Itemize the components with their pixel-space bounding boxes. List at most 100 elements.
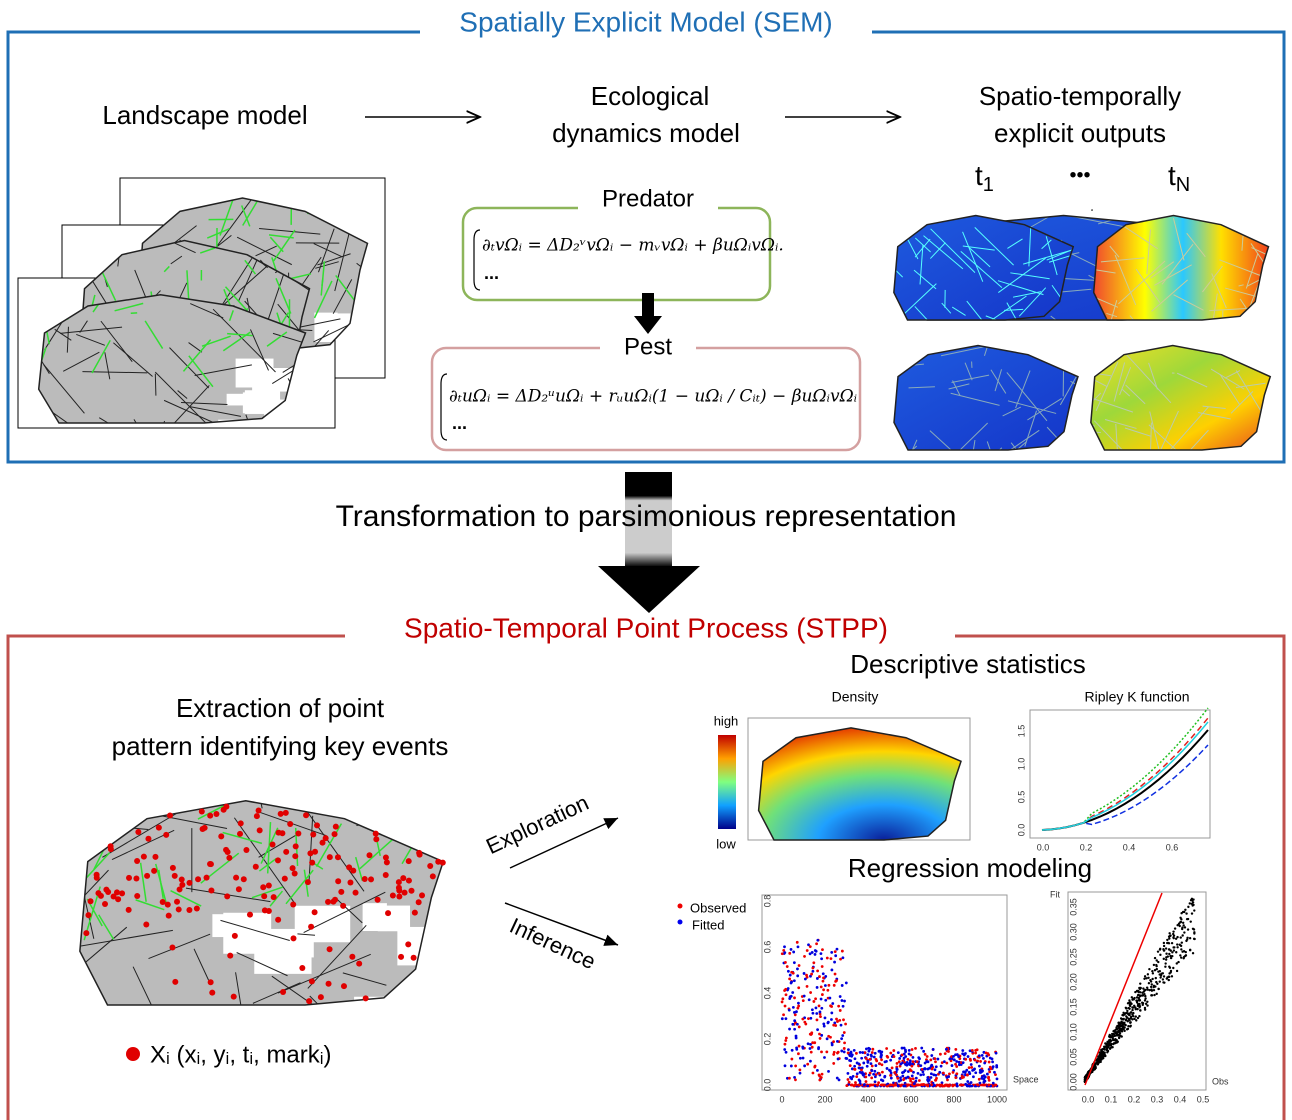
scatter-point <box>980 1077 983 1080</box>
scatter-point <box>970 1085 973 1088</box>
fit-point <box>1182 924 1184 926</box>
event-point <box>406 858 412 864</box>
fit-point <box>1150 989 1152 991</box>
scatter-point <box>830 957 833 960</box>
scatter-point <box>915 1077 918 1080</box>
fit-point <box>1180 936 1182 938</box>
event-point <box>227 953 233 959</box>
field-map <box>1076 192 1292 358</box>
scatter-point <box>881 1071 884 1074</box>
scatter-point <box>788 1028 791 1031</box>
scatter-point <box>930 1064 933 1067</box>
event-point <box>172 873 178 879</box>
scatter-point <box>847 1078 850 1081</box>
event-point <box>368 876 374 882</box>
scatter-point <box>978 1065 981 1068</box>
x-tick-label: 0.0 <box>1082 1094 1095 1104</box>
scatter-point <box>982 1081 985 1084</box>
event-point <box>177 886 183 892</box>
scatter-point <box>918 1079 921 1082</box>
event-point <box>179 876 185 882</box>
y-tick-label: 0.5 <box>1016 791 1026 804</box>
scatter-point <box>909 1068 912 1071</box>
y-tick-label: 0.6 <box>762 941 772 954</box>
scatter-point <box>806 1063 809 1066</box>
event-point <box>166 913 172 919</box>
scatter-point <box>898 1060 901 1063</box>
fit-point <box>1159 970 1161 972</box>
event-point <box>213 811 219 817</box>
scatter-point <box>803 1064 806 1067</box>
event-point <box>172 979 178 985</box>
scatter-point <box>837 1005 840 1008</box>
event-point <box>145 836 151 842</box>
event-point <box>340 903 346 909</box>
ecological-label: dynamics model <box>552 118 740 148</box>
scatter-point <box>848 1081 851 1084</box>
scatter-point <box>921 1070 924 1073</box>
fit-point <box>1147 973 1149 975</box>
event-point <box>221 807 227 813</box>
event-point <box>412 910 418 916</box>
scatter-point <box>834 954 837 957</box>
field-border <box>70 907 76 915</box>
fit-point <box>1157 961 1159 963</box>
event-point <box>207 813 213 819</box>
scatter-point <box>849 1052 852 1055</box>
scatter-point <box>920 1047 923 1050</box>
scatter-point <box>802 999 805 1002</box>
fit-point <box>1146 986 1148 988</box>
event-point <box>126 875 132 881</box>
scatter-point <box>834 980 837 983</box>
scatter-point <box>794 1065 797 1068</box>
scatter-point <box>796 974 799 977</box>
fit-point <box>1171 942 1173 944</box>
scatter-point <box>862 1062 865 1065</box>
fit-point <box>1121 1027 1123 1029</box>
event-point <box>295 830 301 836</box>
extraction-label: Extraction of point <box>176 693 385 723</box>
fit-point <box>1175 951 1177 953</box>
fit-point <box>1151 983 1153 985</box>
legend-dot <box>678 920 683 925</box>
scatter-point <box>987 1054 990 1057</box>
scatter-point <box>826 989 829 992</box>
y-tick-label: 0.05 <box>1068 1048 1078 1066</box>
scatter-point <box>857 1084 860 1087</box>
scatter-point <box>987 1084 990 1087</box>
y-tick-label: 0.4 <box>762 987 772 1000</box>
scatter-point <box>974 1052 977 1055</box>
fit-point <box>1137 994 1139 996</box>
scatter-point <box>889 1059 892 1062</box>
fit-point <box>1154 957 1156 959</box>
scatter-point <box>917 1072 920 1075</box>
fit-point <box>1121 1018 1123 1020</box>
event-point <box>237 831 243 837</box>
scatter-point <box>870 1069 873 1072</box>
white-field <box>295 906 350 942</box>
event-point <box>169 945 175 951</box>
scatter-point <box>811 951 814 954</box>
fit-point <box>1152 972 1154 974</box>
scatter-point <box>841 984 844 987</box>
scatter-point <box>792 1006 795 1009</box>
scatter-point <box>784 1005 787 1008</box>
fit-point <box>1162 978 1164 980</box>
scatter-point <box>885 1047 888 1050</box>
event-point <box>290 935 296 941</box>
scatter-point <box>988 1070 991 1073</box>
scatter-point <box>783 1048 786 1051</box>
field-border <box>405 828 474 842</box>
fit-point <box>1171 975 1173 977</box>
x-axis-label: Space <box>1013 1074 1039 1084</box>
scatter-point <box>836 948 839 951</box>
field-border <box>429 811 484 851</box>
event-point <box>402 890 408 896</box>
fit-point <box>1154 985 1156 987</box>
scatter-point <box>811 1041 814 1044</box>
x-tick-label: 0.0 <box>1037 842 1050 852</box>
x-tick-label: 200 <box>817 1094 832 1104</box>
fit-point <box>1110 1036 1112 1038</box>
scatter-point <box>854 1081 857 1084</box>
scatter-point <box>995 1052 998 1055</box>
